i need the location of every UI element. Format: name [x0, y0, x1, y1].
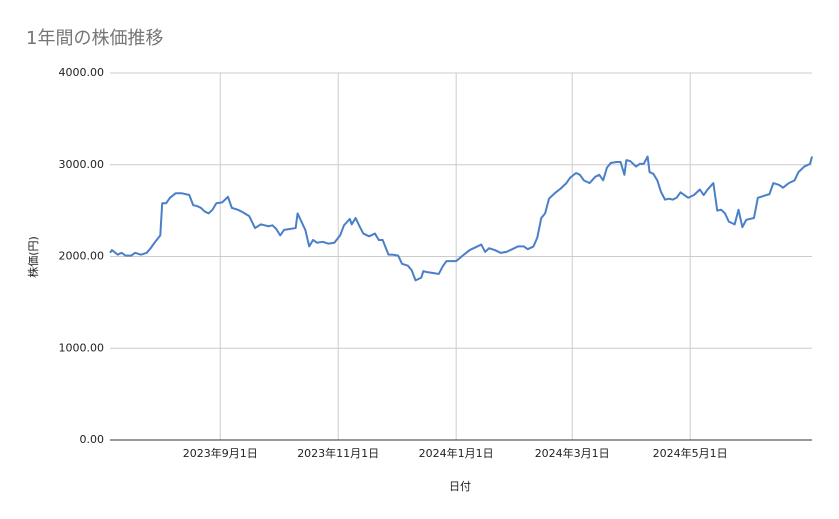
x-tick-label: 2023年11月1日 — [297, 446, 379, 460]
x-tick-label: 2023年9月1日 — [183, 446, 258, 460]
y-tick-label: 4000.00 — [59, 66, 105, 79]
data-line — [109, 155, 813, 282]
y-tick-label: 2000.00 — [59, 250, 105, 263]
chart-title: 1年間の株価推移 — [26, 28, 163, 49]
x-tick-label: 2024年1月1日 — [419, 446, 494, 460]
y-axis-label: 株価(円) — [26, 236, 40, 278]
y-tick-label: 0.00 — [80, 433, 105, 446]
y-tick-label: 1000.00 — [59, 341, 105, 354]
x-tick-label: 2024年3月1日 — [535, 446, 610, 460]
x-tick-label: 2024年5月1日 — [653, 446, 728, 460]
y-tick-label: 3000.00 — [59, 158, 105, 171]
x-axis-label: 日付 — [449, 480, 471, 493]
